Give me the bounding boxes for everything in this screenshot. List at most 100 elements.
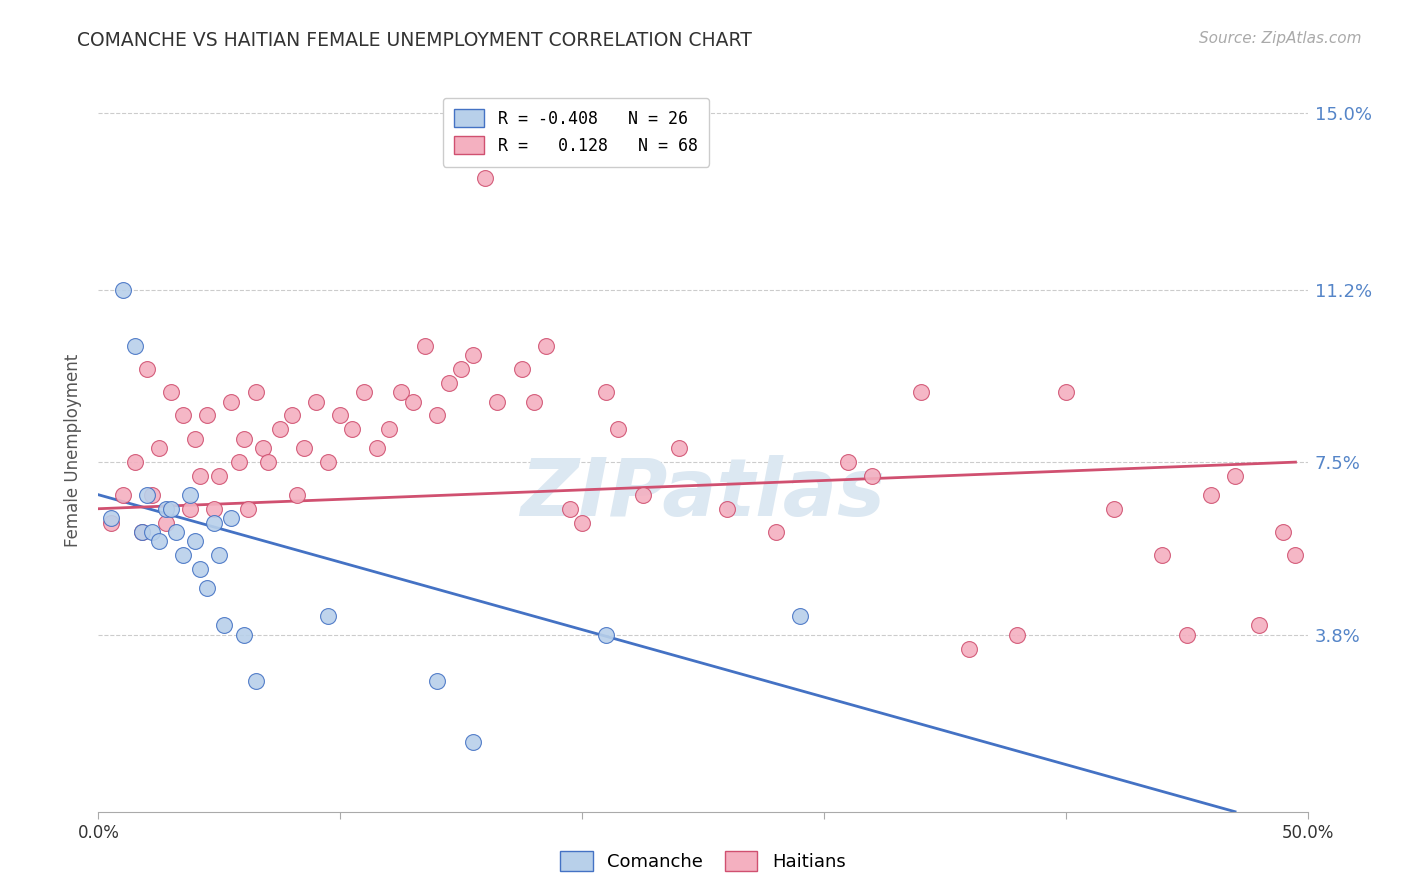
Point	[413, 338, 436, 352]
Point	[342, 422, 364, 436]
Point	[228, 455, 250, 469]
Point	[305, 394, 328, 409]
Point	[377, 422, 399, 436]
Point	[124, 455, 146, 469]
Point	[607, 422, 630, 436]
Point	[188, 562, 211, 576]
Point	[221, 394, 243, 409]
Point	[245, 674, 267, 689]
Point	[426, 409, 449, 423]
Point	[179, 488, 201, 502]
Point	[232, 432, 254, 446]
Point	[155, 516, 177, 530]
Point	[957, 641, 980, 656]
Point	[402, 394, 425, 409]
Point	[124, 338, 146, 352]
Point	[100, 516, 122, 530]
Point	[111, 283, 134, 297]
Point	[155, 501, 177, 516]
Point	[165, 524, 187, 539]
Point	[232, 627, 254, 641]
Y-axis label: Female Unemployment: Female Unemployment	[65, 354, 83, 547]
Point	[184, 432, 207, 446]
Point	[195, 581, 218, 595]
Point	[860, 469, 883, 483]
Point	[208, 549, 231, 563]
Point	[131, 524, 153, 539]
Point	[100, 511, 122, 525]
Point	[160, 385, 183, 400]
Text: COMANCHE VS HAITIAN FEMALE UNEMPLOYMENT CORRELATION CHART: COMANCHE VS HAITIAN FEMALE UNEMPLOYMENT …	[77, 31, 752, 50]
Point	[389, 385, 412, 400]
Point	[474, 170, 496, 185]
Point	[148, 534, 170, 549]
Point	[1199, 488, 1222, 502]
Point	[141, 524, 163, 539]
Point	[131, 524, 153, 539]
Legend: R = -0.408   N = 26, R =   0.128   N = 68: R = -0.408 N = 26, R = 0.128 N = 68	[443, 97, 710, 167]
Legend: Comanche, Haitians: Comanche, Haitians	[553, 844, 853, 879]
Point	[329, 409, 352, 423]
Point	[148, 441, 170, 455]
Point	[789, 609, 811, 624]
Point	[281, 409, 304, 423]
Point	[558, 501, 581, 516]
Text: Source: ZipAtlas.com: Source: ZipAtlas.com	[1198, 31, 1361, 46]
Point	[366, 441, 388, 455]
Point	[172, 409, 194, 423]
Point	[184, 534, 207, 549]
Point	[595, 385, 617, 400]
Point	[668, 441, 690, 455]
Point	[1102, 501, 1125, 516]
Point	[212, 618, 235, 632]
Point	[172, 549, 194, 563]
Point	[1175, 627, 1198, 641]
Point	[437, 376, 460, 390]
Point	[204, 501, 226, 516]
Point	[1249, 618, 1271, 632]
Point	[1007, 627, 1029, 641]
Point	[316, 455, 339, 469]
Point	[1054, 385, 1077, 400]
Point	[221, 511, 243, 525]
Text: ZIPatlas: ZIPatlas	[520, 455, 886, 533]
Point	[837, 455, 859, 469]
Point	[135, 488, 157, 502]
Point	[269, 422, 291, 436]
Point	[208, 469, 231, 483]
Point	[245, 385, 267, 400]
Point	[195, 409, 218, 423]
Point	[450, 362, 472, 376]
Point	[463, 348, 485, 362]
Point	[631, 488, 654, 502]
Point	[160, 501, 183, 516]
Point	[141, 488, 163, 502]
Point	[353, 385, 375, 400]
Point	[111, 488, 134, 502]
Point	[316, 609, 339, 624]
Point	[716, 501, 738, 516]
Point	[188, 469, 211, 483]
Point	[1284, 549, 1306, 563]
Point	[463, 735, 485, 749]
Point	[1272, 524, 1295, 539]
Point	[910, 385, 932, 400]
Point	[292, 441, 315, 455]
Point	[204, 516, 226, 530]
Point	[523, 394, 546, 409]
Point	[1152, 549, 1174, 563]
Point	[135, 362, 157, 376]
Point	[238, 501, 260, 516]
Point	[1223, 469, 1246, 483]
Point	[426, 674, 449, 689]
Point	[256, 455, 278, 469]
Point	[765, 524, 787, 539]
Point	[486, 394, 509, 409]
Point	[179, 501, 201, 516]
Point	[571, 516, 593, 530]
Point	[510, 362, 533, 376]
Point	[252, 441, 274, 455]
Point	[534, 338, 557, 352]
Point	[285, 488, 308, 502]
Point	[595, 627, 617, 641]
